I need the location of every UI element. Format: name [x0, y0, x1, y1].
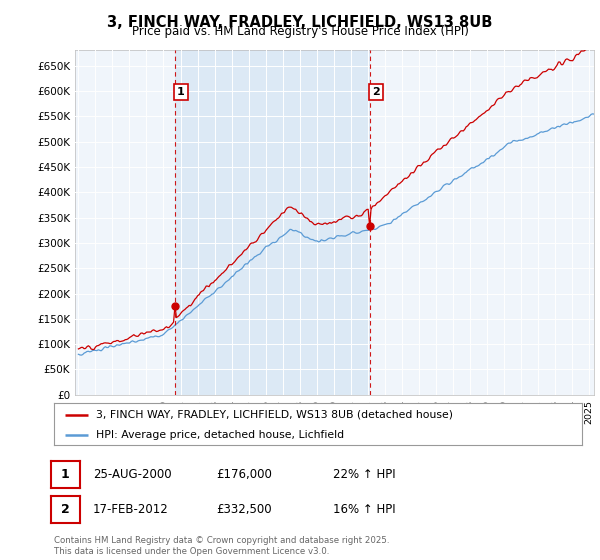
Bar [175, 50, 370, 395]
Text: 22% ↑ HPI: 22% ↑ HPI [333, 468, 395, 481]
Text: 1: 1 [61, 468, 70, 481]
Text: 1: 1 [177, 87, 185, 97]
Text: 3, FINCH WAY, FRADLEY, LICHFIELD, WS13 8UB: 3, FINCH WAY, FRADLEY, LICHFIELD, WS13 8… [107, 15, 493, 30]
Text: £332,500: £332,500 [216, 503, 272, 516]
Text: £176,000: £176,000 [216, 468, 272, 481]
Text: 16% ↑ HPI: 16% ↑ HPI [333, 503, 395, 516]
Text: Contains HM Land Registry data © Crown copyright and database right 2025.
This d: Contains HM Land Registry data © Crown c… [54, 536, 389, 556]
Text: Price paid vs. HM Land Registry's House Price Index (HPI): Price paid vs. HM Land Registry's House … [131, 25, 469, 38]
Text: 3, FINCH WAY, FRADLEY, LICHFIELD, WS13 8UB (detached house): 3, FINCH WAY, FRADLEY, LICHFIELD, WS13 8… [96, 410, 453, 420]
Text: HPI: Average price, detached house, Lichfield: HPI: Average price, detached house, Lich… [96, 430, 344, 440]
Text: 25-AUG-2000: 25-AUG-2000 [93, 468, 172, 481]
Text: 17-FEB-2012: 17-FEB-2012 [93, 503, 169, 516]
Text: 2: 2 [61, 503, 70, 516]
Text: 2: 2 [372, 87, 380, 97]
